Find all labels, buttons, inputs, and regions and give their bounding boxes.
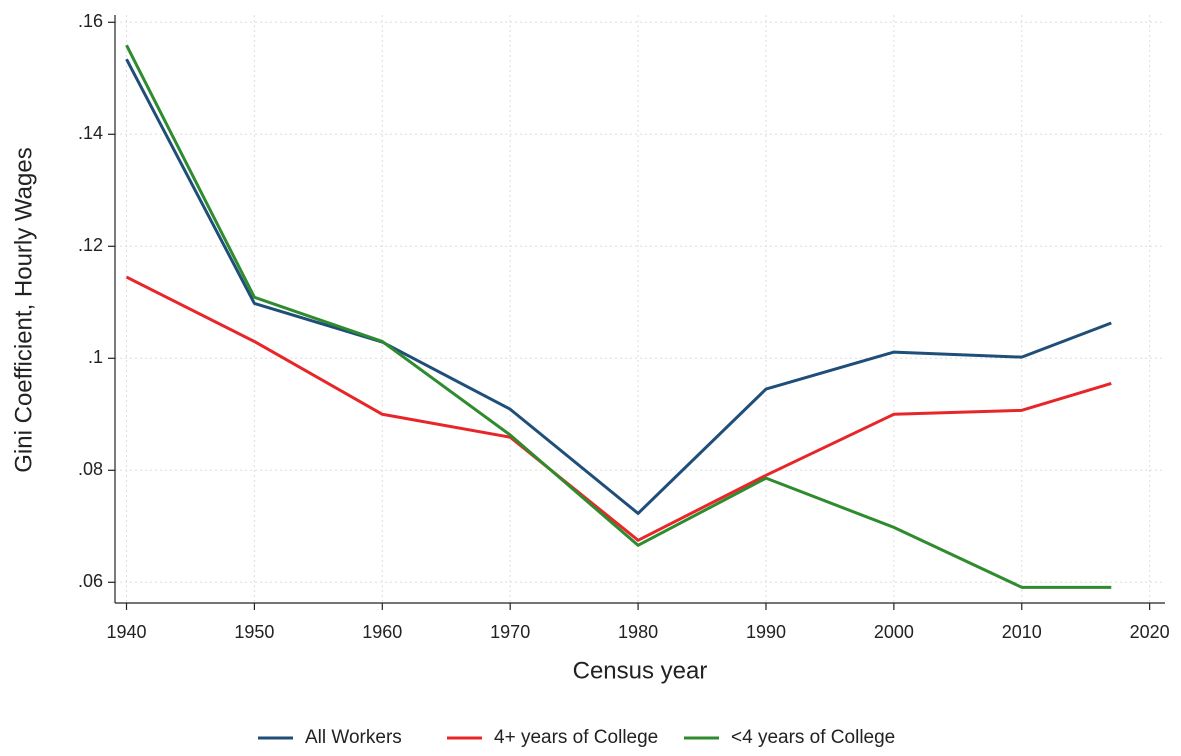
x-tick-label: 2020 [1130,622,1170,642]
y-axis-title: Gini Coefficient, Hourly Wages [10,147,37,472]
x-tick-label: 1970 [490,622,530,642]
x-tick-label: 1960 [362,622,402,642]
series-line [125,44,1112,589]
x-tick-label: 1940 [106,622,146,642]
y-tick-label: .14 [78,123,103,143]
y-tick-label: .06 [78,571,103,591]
series-line [125,58,1112,515]
legend-label: All Workers [305,727,402,748]
y-tick-label: .08 [78,459,103,479]
x-tick-label: 2000 [874,622,914,642]
y-tick-label: .1 [88,347,103,367]
series-line [125,275,1112,542]
x-tick-label: 2010 [1002,622,1042,642]
x-tick-label: 1950 [234,622,274,642]
legend-label: 4+ years of College [494,727,658,748]
x-axis-title: Census year [573,657,708,684]
x-tick-label: 1980 [618,622,658,642]
legend-label: <4 years of College [731,727,895,748]
y-tick-label: .12 [78,235,103,255]
x-tick-label: 1990 [746,622,786,642]
y-tick-label: .16 [78,11,103,31]
